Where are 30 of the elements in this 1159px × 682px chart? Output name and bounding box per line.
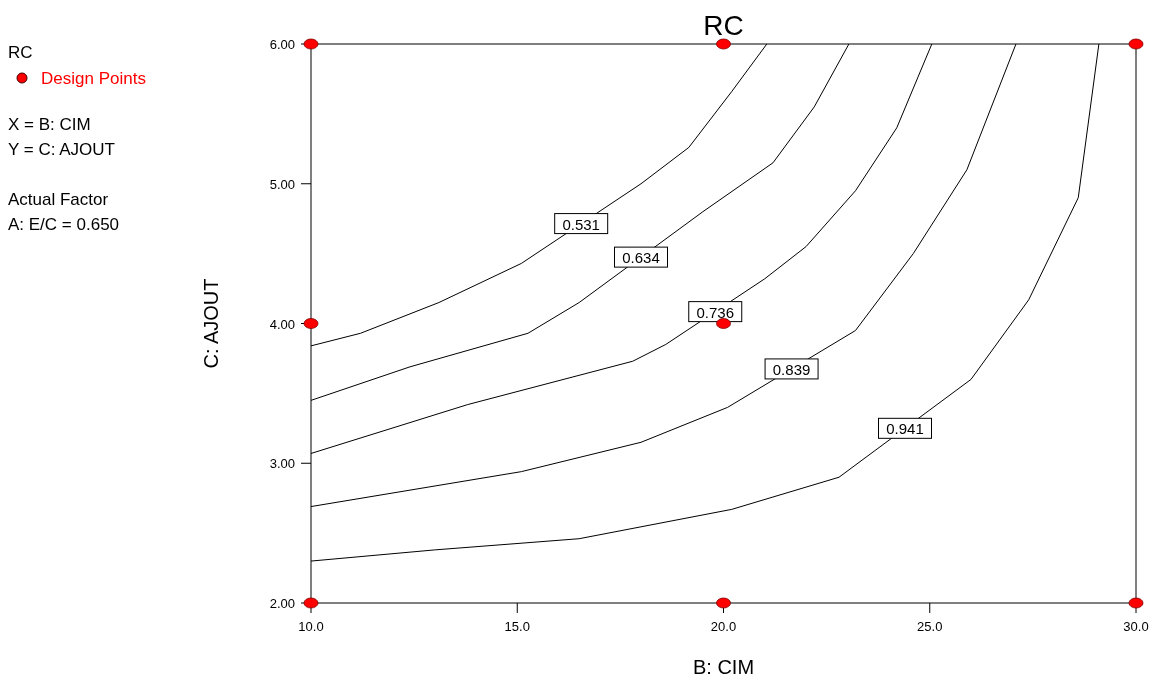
point — [716, 38, 731, 50]
point — [716, 597, 731, 609]
point — [1128, 38, 1144, 50]
point — [716, 318, 731, 329]
y-tick-label: 5.00 — [269, 176, 295, 192]
series-label: 0.634 — [622, 249, 660, 267]
x-tick-label: 25.0 — [917, 619, 943, 634]
point — [303, 38, 319, 50]
y-tick-label: 2.00 — [269, 596, 295, 611]
y-tick-label: 3.00 — [269, 456, 295, 472]
x-tick-label: 10.0 — [298, 619, 324, 634]
series-label: 0.839 — [772, 360, 811, 378]
text: X = B: CIM — [8, 115, 91, 134]
legend-label: Design Points — [41, 69, 146, 88]
series-label: 0.531 — [562, 215, 600, 233]
x-axis-title: B: CIM — [692, 656, 755, 678]
text: Y = C: AJOUT — [8, 140, 115, 159]
x-tick-label: 30.0 — [1123, 619, 1149, 634]
y-axis-title: C: AJOUT — [200, 278, 222, 369]
legend-title: RC — [8, 43, 33, 62]
chart-title: RC — [703, 10, 744, 41]
y-tick-label: 6.00 — [269, 37, 295, 52]
x-tick-label: 20.0 — [710, 619, 737, 634]
series-label: 0.736 — [696, 303, 735, 321]
x-tick-label: 15.0 — [504, 619, 530, 634]
text: A: E/C = 0.650 — [8, 215, 120, 234]
y-tick-label: 4.00 — [269, 316, 295, 332]
series-label: 0.941 — [886, 420, 924, 438]
text: Actual Factor — [8, 190, 109, 209]
point — [1128, 597, 1144, 609]
